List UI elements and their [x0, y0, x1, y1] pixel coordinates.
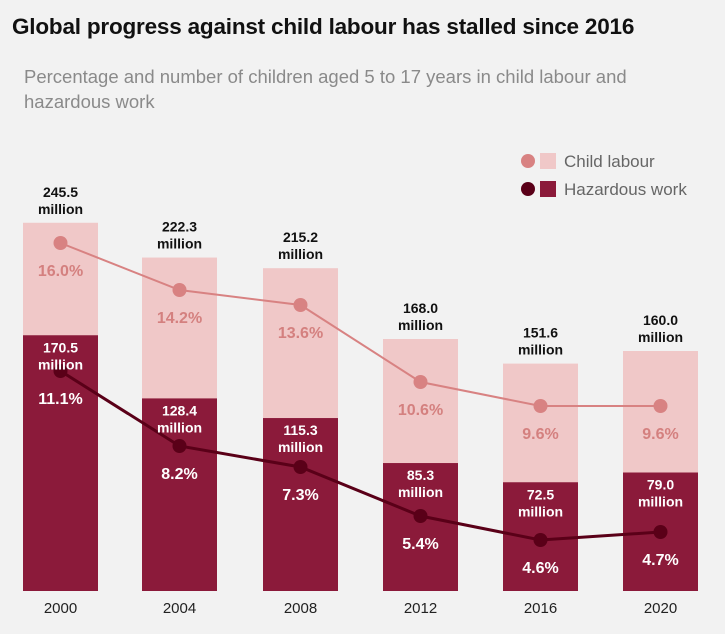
x-tick-label-2016: 2016 [524, 600, 557, 617]
chart-title: Global progress against child labour has… [12, 14, 635, 39]
point-hazardous-work-2012 [413, 509, 428, 523]
label-hazardous-work-unit-2004: million [157, 419, 202, 435]
label-child-labour-unit-2000: million [38, 201, 83, 217]
bar-hazardous-work-2012 [383, 463, 458, 591]
label-hazardous-work-unit-2020: million [638, 494, 683, 510]
legend-child-labour-swatch [540, 153, 556, 169]
label-child-labour-percent-2004: 14.2% [157, 310, 202, 327]
point-hazardous-work-2020 [653, 525, 668, 539]
labels-group: 245.5million170.5million16.0%11.1%200022… [38, 184, 683, 617]
x-tick-label-2012: 2012 [404, 600, 437, 617]
bars-group [23, 222, 698, 591]
label-hazardous-work-percent-2008: 7.3% [282, 487, 318, 504]
label-child-labour-percent-2012: 10.6% [398, 402, 443, 419]
x-tick-label-2000: 2000 [44, 600, 77, 617]
legend-hazardous-work-label: Hazardous work [564, 180, 687, 199]
point-hazardous-work-2008 [293, 460, 308, 474]
label-child-labour-value-2020: 160.0 [643, 312, 678, 328]
label-child-labour-percent-2016: 9.6% [522, 426, 558, 443]
point-child-labour-2012 [413, 375, 428, 389]
label-hazardous-work-unit-2012: million [398, 484, 443, 500]
line-child-labour [60, 242, 661, 407]
label-child-labour-value-2012: 168.0 [403, 300, 438, 316]
label-child-labour-percent-2000: 16.0% [38, 263, 83, 280]
label-hazardous-work-percent-2004: 8.2% [161, 466, 197, 483]
label-hazardous-work-unit-2000: million [38, 356, 83, 372]
point-child-labour-2008 [293, 298, 308, 312]
label-hazardous-work-value-2000: 170.5 [43, 339, 78, 355]
point-hazardous-work-2004 [172, 439, 187, 453]
point-child-labour-2004 [172, 283, 187, 297]
label-child-labour-percent-2008: 13.6% [278, 325, 323, 342]
label-hazardous-work-value-2012: 85.3 [407, 467, 434, 483]
point-child-labour-2020 [653, 399, 668, 413]
line-hazardous-work [59, 369, 661, 542]
point-hazardous-work-2016 [533, 533, 548, 547]
label-hazardous-work-percent-2020: 4.7% [642, 552, 678, 569]
bar-hazardous-work-2008 [263, 418, 338, 591]
label-hazardous-work-percent-2016: 4.6% [522, 560, 558, 577]
label-child-labour-value-2008: 215.2 [283, 229, 318, 245]
lines-group [53, 236, 668, 547]
label-hazardous-work-percent-2000: 11.1% [38, 391, 82, 408]
label-hazardous-work-value-2004: 128.4 [162, 402, 197, 418]
label-child-labour-unit-2016: million [518, 342, 563, 358]
legend: Child labour Hazardous work [521, 152, 687, 199]
point-child-labour-2000 [53, 236, 68, 250]
label-hazardous-work-value-2016: 72.5 [527, 486, 554, 502]
point-hazardous-work-2000 [53, 364, 68, 378]
label-child-labour-unit-2004: million [157, 236, 202, 252]
legend-child-labour-marker [521, 154, 535, 168]
x-tick-label-2008: 2008 [284, 600, 317, 617]
legend-hazardous-work-swatch [540, 181, 556, 197]
label-hazardous-work-value-2008: 115.3 [283, 422, 317, 438]
label-hazardous-work-value-2020: 79.0 [647, 477, 674, 493]
label-child-labour-value-2000: 245.5 [43, 184, 78, 200]
point-child-labour-2016 [533, 399, 548, 413]
x-tick-label-2020: 2020 [644, 600, 677, 617]
chart-subtitle: Percentage and number of children aged 5… [24, 66, 627, 112]
label-hazardous-work-percent-2012: 5.4% [402, 536, 438, 553]
label-child-labour-percent-2020: 9.6% [642, 426, 678, 443]
label-child-labour-value-2016: 151.6 [523, 325, 558, 341]
label-child-labour-unit-2008: million [278, 246, 323, 262]
legend-hazardous-work-marker [521, 182, 535, 196]
legend-child-labour-label: Child labour [564, 152, 655, 171]
label-hazardous-work-unit-2008: million [278, 439, 323, 455]
label-child-labour-unit-2020: million [638, 329, 683, 345]
label-child-labour-value-2004: 222.3 [162, 219, 197, 235]
label-child-labour-unit-2012: million [398, 317, 443, 333]
label-hazardous-work-unit-2016: million [518, 503, 563, 519]
x-tick-label-2004: 2004 [163, 600, 196, 617]
